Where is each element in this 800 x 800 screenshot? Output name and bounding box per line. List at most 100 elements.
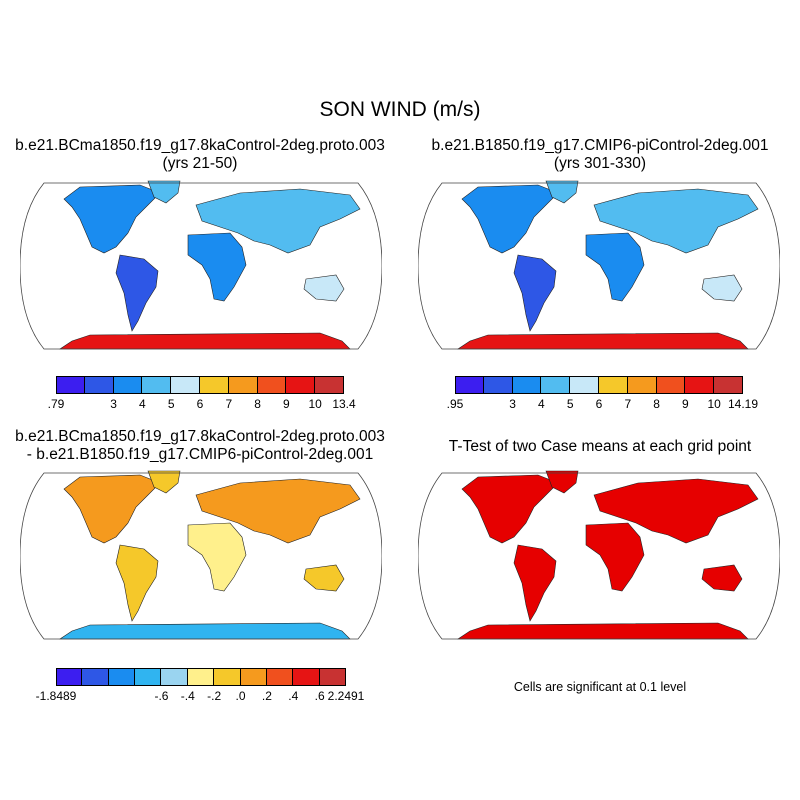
map-ttest-land-greenland [545,470,579,494]
figure-title: SON WIND (m/s) [319,98,481,121]
colorbar-case1-tick-label: 6 [196,397,204,411]
map-case2-land-antarctica [457,332,749,350]
map-ttest-frame [418,472,780,640]
colorbar-difference-tick-label: .0 [235,689,246,703]
map-case1-land-eurasia [195,188,361,254]
colorbar-case2-swatch [455,376,484,394]
colorbar-case1-swatch [200,376,229,394]
colorbar-difference-tick-label: -1.8489 [35,689,77,703]
colorbar-case1-tick-label: 9 [283,397,290,411]
panel-case2-title-line1: b.e21.B1850.f19_g17.CMIP6-piControl-2deg… [431,137,769,154]
colorbar-difference-swatch [82,668,109,686]
map-case1-land-greenland [147,180,181,204]
colorbar-case1-tick-label: 7 [225,397,233,411]
colorbar-case2-tick-label: 6 [595,397,603,411]
panel-case1-title-line1: b.e21.BCma1850.f19_g17.8kaControl-2deg.p… [15,137,385,154]
colorbar-case2-swatch [714,376,743,394]
colorbar-case2-tick-label: .95 [446,397,464,411]
colorbar-case2-tick-label: 8 [653,397,660,411]
colorbar-difference-swatch [240,668,267,686]
map-ttest-land-africa [585,522,645,592]
colorbar-difference-tick-label: -.4 [180,689,195,703]
colorbar-difference-tick-label: -.2 [207,689,222,703]
panel-difference-title-line1: b.e21.BCma1850.f19_g17.8kaControl-2deg.p… [15,428,385,445]
panel-difference-title: b.e21.BCma1850.f19_g17.8kaControl-2deg.p… [0,428,400,464]
colorbar-difference-tick-label: .4 [288,689,299,703]
colorbar-case2: .95 3 4 5 6 7 8 9 10 14.19 [447,376,758,411]
map-case2-land-africa [585,232,645,302]
map-difference-land-eurasia [195,478,361,544]
colorbar-case2-tick-label: 5 [566,397,574,411]
map-case1-land-africa [187,232,247,302]
map-case1 [20,180,382,350]
colorbar-difference-swatch [319,668,346,686]
colorbar-case1-swatch [315,376,344,394]
panel-ttest-title: T-Test of two Case means at each grid po… [400,438,800,456]
map-case1-land-samerica [115,254,159,332]
colorbar-case1-tick-label: 3 [110,397,117,411]
map-ttest-land-antarctica [457,622,749,640]
panel-ttest-title-line1: T-Test of two Case means at each grid po… [448,438,752,455]
panel-difference-title-line2: - b.e21.B1850.f19_g17.CMIP6-piControl-2d… [26,446,374,463]
panel-case1-title: b.e21.BCma1850.f19_g17.8kaControl-2deg.p… [0,137,400,173]
colorbar-case2-swatch [570,376,599,394]
map-difference-land-africa [187,522,247,592]
colorbar-case1-tick-label: 8 [254,397,261,411]
colorbar-difference-swatch [56,668,83,686]
map-case2 [418,180,780,350]
map-difference-land-australia [303,564,345,592]
colorbar-case2-swatch [685,376,715,394]
colorbar-case1-swatch [84,376,114,394]
map-difference-land-antarctica [59,622,351,640]
map-difference-land-greenland [147,470,181,494]
colorbar-difference-tick-label: 2.2491 [327,689,365,703]
colorbar-case2-tick-label: 7 [624,397,632,411]
colorbar-case2-tick-label: 10 [707,397,721,411]
colorbar-case2-swatch [599,376,628,394]
panel-case2-title-line2: (yrs 301-330) [553,155,647,172]
map-ttest [418,470,780,640]
map-case1-land-australia [303,274,345,302]
colorbar-case2-swatch [656,376,686,394]
colorbar-case1: .79 3 4 5 6 7 8 9 10 13.4 [48,376,356,411]
colorbar-difference-swatch [161,668,188,686]
colorbar-case1-swatch [286,376,316,394]
map-case2-land-australia [701,274,743,302]
colorbar-case2-tick-label: 3 [509,397,516,411]
colorbar-case1-swatch [171,376,200,394]
colorbar-difference: -1.8489 -.6 -.4 -.2 .0 .2 .4 .6 2.2491 [36,668,364,703]
colorbar-case1-tick-label: 4 [139,397,146,411]
panel-case2-title: b.e21.B1850.f19_g17.CMIP6-piControl-2deg… [400,137,800,173]
panel-case1-title-line2: (yrs 21-50) [162,155,238,172]
colorbar-difference-swatch [266,668,294,686]
map-ttest-land-eurasia [593,478,759,544]
colorbar-case1-tick-label: .79 [47,397,65,411]
map-ttest-land-samerica [513,544,557,622]
colorbar-case1-swatch [228,376,258,394]
colorbar-case2-tick-label: 4 [538,397,545,411]
colorbar-difference-swatch [135,668,162,686]
map-case1-land-antarctica [59,332,351,350]
colorbar-case1-swatch [113,376,143,394]
map-difference [20,470,382,640]
colorbar-case1-tick-label: 10 [308,397,322,411]
colorbar-difference-tick-label: .6 [314,689,325,703]
colorbar-case2-swatch [512,376,542,394]
colorbar-case1-swatch [142,376,172,394]
significance-note: Cells are significant at 0.1 level [513,680,687,694]
colorbar-case2-swatch [627,376,657,394]
colorbar-difference-swatch [293,668,320,686]
map-case2-frame [418,182,780,350]
colorbar-case1-swatch [257,376,287,394]
colorbar-difference-swatch [214,668,241,686]
colorbar-case2-tick-label: 9 [682,397,689,411]
map-difference-frame [20,472,382,640]
map-case2-land-greenland [545,180,579,204]
colorbar-case1-tick-label: 13.4 [332,397,356,411]
colorbar-case2-tick-label: 14.19 [727,397,759,411]
colorbar-case1-tick-label: 5 [167,397,175,411]
colorbar-difference-tick-label: -.6 [154,689,169,703]
colorbar-difference-swatch [108,668,136,686]
map-difference-land-samerica [115,544,159,622]
map-ttest-land-australia [701,564,743,592]
